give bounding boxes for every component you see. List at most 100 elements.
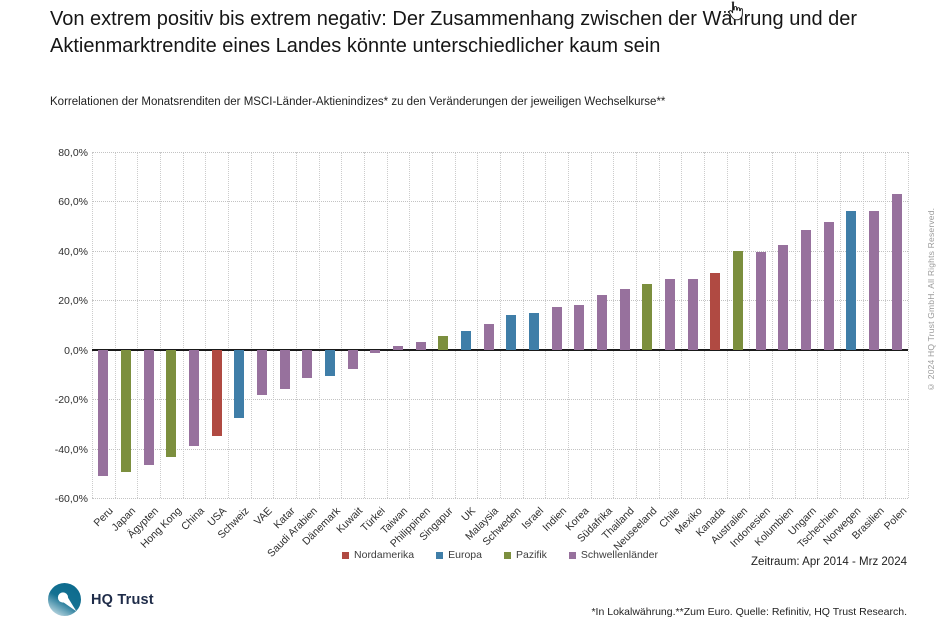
bar-uk bbox=[461, 331, 471, 350]
horizontal-gridline bbox=[92, 399, 908, 401]
y-axis: 80,0% 60,0% 40,0% 20,0% 0,0% -20,0% -40,0% -60,… bbox=[36, 147, 88, 505]
x-axis-label: Mexiko bbox=[673, 505, 706, 538]
bar-ungarn bbox=[801, 229, 811, 350]
x-axis-label: Südafrika bbox=[574, 505, 615, 545]
hq-trust-logo: HQ Trust bbox=[48, 583, 154, 616]
vertical-gridline bbox=[182, 152, 184, 498]
y-tick-label: -40,0% bbox=[54, 443, 88, 456]
vertical-gridline bbox=[794, 152, 796, 498]
bar-indonesien bbox=[755, 252, 766, 350]
x-axis-label: Chile bbox=[657, 505, 683, 531]
vertical-gridline bbox=[636, 152, 637, 498]
vertical-gridline bbox=[409, 152, 411, 498]
vertical-gridline bbox=[160, 152, 161, 498]
bar-saudi-arabien bbox=[302, 349, 313, 379]
horizontal-gridline bbox=[92, 201, 908, 203]
vertical-gridline bbox=[840, 152, 841, 498]
vertical-gridline bbox=[590, 152, 592, 498]
x-axis-label: Indien bbox=[540, 505, 570, 534]
y-tick-label: 40,0% bbox=[58, 245, 88, 258]
x-axis-label: Neuseeland bbox=[611, 505, 660, 554]
vertical-gridline bbox=[885, 152, 887, 498]
bar-mexiko bbox=[687, 279, 698, 350]
x-axis-label: Kolumbien bbox=[752, 505, 796, 549]
x-axis-label: Australien bbox=[708, 505, 751, 547]
horizontal-gridline bbox=[92, 152, 908, 153]
vertical-gridline bbox=[613, 152, 615, 498]
vertical-gridline bbox=[658, 152, 660, 498]
x-axis-label: Taiwan bbox=[378, 505, 411, 537]
x-axis-label: Norwegen bbox=[821, 505, 864, 548]
vertical-gridline bbox=[250, 152, 252, 498]
bar-neuseeland bbox=[642, 284, 653, 350]
vertical-gridline bbox=[908, 152, 909, 498]
x-axis-label: China bbox=[178, 505, 207, 533]
bar-hong-kong bbox=[166, 349, 177, 458]
x-axis-label: Katar bbox=[270, 505, 298, 532]
x-axis-label: Indonesien bbox=[728, 505, 774, 550]
y-tick-label: -60,0% bbox=[54, 493, 88, 505]
vertical-gridline bbox=[817, 152, 819, 498]
bar-vae bbox=[257, 349, 267, 396]
vertical-gridline bbox=[432, 152, 433, 498]
legend-label: Nordamerika bbox=[354, 549, 415, 561]
vertical-gridline bbox=[681, 152, 683, 498]
vertical-gridline bbox=[726, 152, 728, 498]
bar-katar bbox=[279, 349, 290, 390]
vertical-gridline bbox=[228, 152, 229, 498]
legend-swatch-icon bbox=[568, 551, 576, 559]
vertical-gridline bbox=[862, 152, 864, 498]
bar-norwegen bbox=[846, 211, 857, 350]
legend-item-pazifik: Pazifik bbox=[503, 549, 547, 561]
horizontal-gridline bbox=[92, 250, 908, 252]
bar-tschechien bbox=[823, 222, 834, 350]
horizontal-gridline bbox=[92, 448, 908, 450]
bar-ägypten bbox=[143, 349, 154, 465]
y-tick-label: -20,0% bbox=[54, 394, 88, 407]
hand-cursor-icon bbox=[727, 0, 744, 22]
legend-item-europa: Europa bbox=[436, 549, 482, 561]
bar-südafrika bbox=[597, 295, 607, 350]
page-title: Von extrem positiv bis extrem negativ: D… bbox=[50, 8, 858, 57]
vertical-gridline bbox=[364, 152, 365, 498]
horizontal-gridline bbox=[92, 498, 908, 499]
legend-item-nordamerika: Nordamerika bbox=[342, 549, 414, 561]
vertical-gridline bbox=[704, 152, 705, 498]
x-axis-label: Polen bbox=[881, 505, 910, 533]
x-axis-label: Kanada bbox=[693, 505, 728, 540]
bar-chile bbox=[665, 279, 675, 350]
x-axis-label: Peru bbox=[91, 505, 116, 530]
x-axis-label: Brasilien bbox=[849, 505, 887, 542]
bar-korea bbox=[574, 305, 585, 350]
vertical-gridline bbox=[137, 152, 139, 498]
y-tick-label: 20,0% bbox=[58, 295, 88, 308]
hq-trust-logo-icon bbox=[48, 583, 81, 616]
x-axis-label: USA bbox=[205, 505, 230, 529]
x-axis-label: Dänemark bbox=[299, 505, 343, 548]
x-axis-label: Israel bbox=[519, 505, 547, 532]
chart-subtitle: Korrelationen der Monatsrenditen der MSC… bbox=[50, 96, 666, 108]
x-axis-label: Korea bbox=[563, 505, 592, 534]
hq-trust-logo-text: HQ Trust bbox=[91, 591, 154, 608]
y-tick-label: 80,0% bbox=[58, 147, 88, 159]
x-axis-label: VAE bbox=[251, 505, 275, 528]
vertical-gridline bbox=[205, 152, 207, 498]
bar-schweiz bbox=[234, 349, 245, 418]
period-label: Zeitraum: Apr 2014 - Mrz 2024 bbox=[751, 556, 907, 568]
vertical-gridline bbox=[341, 152, 343, 498]
vertical-gridline bbox=[772, 152, 773, 498]
bar-indien bbox=[551, 306, 562, 350]
legend-label: Schwellenländer bbox=[580, 549, 658, 561]
bar-malaysia bbox=[483, 323, 494, 350]
vertical-gridline bbox=[500, 152, 501, 498]
legend-swatch-icon bbox=[342, 551, 350, 559]
copyright-vertical: © 2024 HQ Trust GmbH. All Rights Reserve… bbox=[926, 207, 936, 393]
x-axis-label: Japan bbox=[109, 505, 139, 534]
bar-singapur bbox=[438, 336, 449, 350]
bar-japan bbox=[121, 349, 131, 472]
vertical-gridline bbox=[454, 152, 456, 498]
x-axis-label: Schweiz bbox=[215, 505, 252, 542]
bar-polen bbox=[891, 194, 902, 350]
horizontal-gridline bbox=[92, 300, 908, 302]
source-footnote: *In Lokalwährung.**Zum Euro. Quelle: Ref… bbox=[591, 606, 907, 618]
